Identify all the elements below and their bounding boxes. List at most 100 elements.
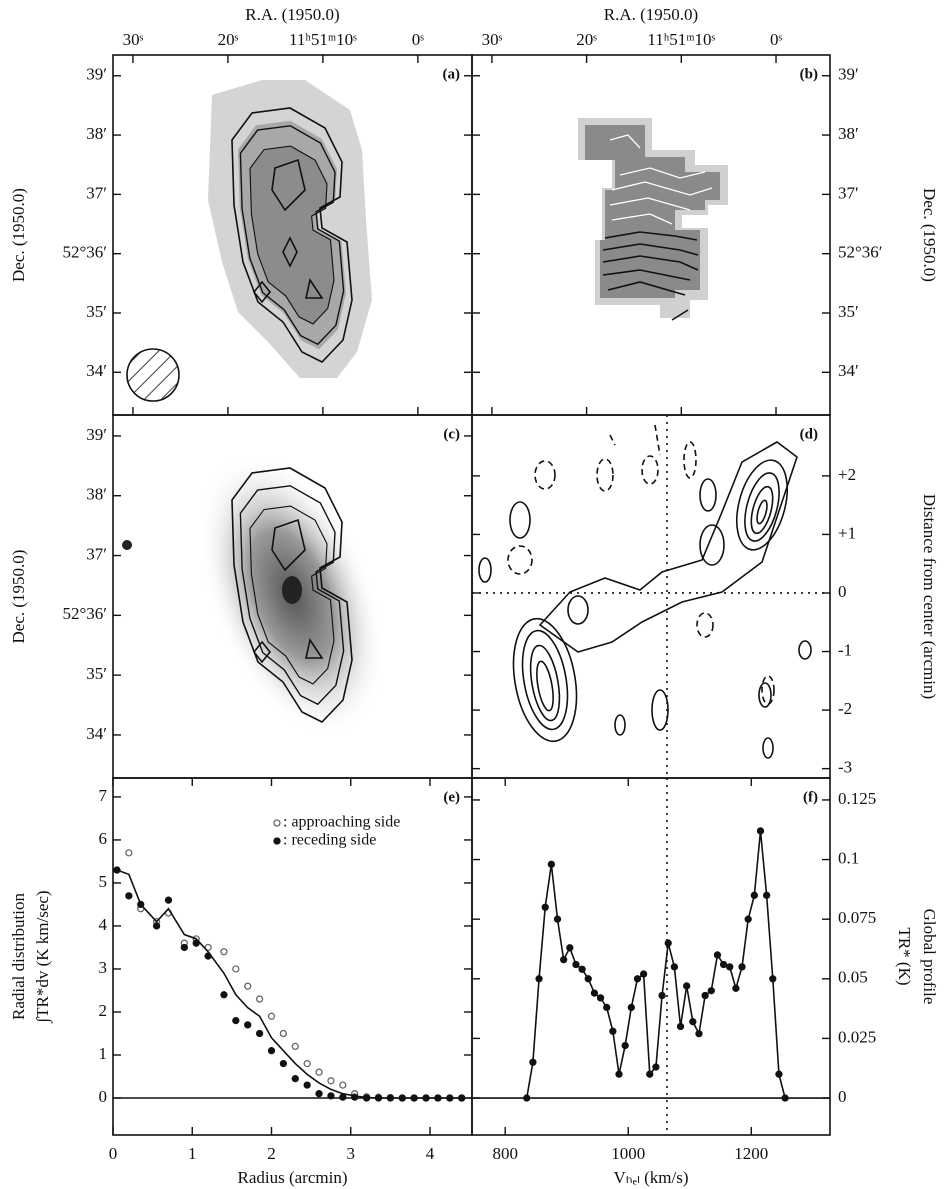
- y-tick-label: 37′: [838, 183, 859, 202]
- data-point: [713, 951, 722, 959]
- x-tick-label: 11ʰ51ᵐ10ˢ: [647, 30, 715, 49]
- optical-overlay: [122, 452, 386, 738]
- y-tick-label: 35′: [838, 302, 859, 321]
- y-tick-label: 52°36′: [62, 243, 107, 262]
- x-tick-label: 1: [188, 1144, 197, 1163]
- panel-label: (d): [800, 426, 818, 442]
- data-point: [327, 1092, 335, 1100]
- data-point: [164, 896, 173, 904]
- data-point: [615, 1070, 623, 1078]
- y-tick-label: 0: [99, 1087, 108, 1106]
- legend-label: : approaching side: [283, 814, 400, 831]
- data-point: [339, 1093, 347, 1101]
- series-line: [525, 830, 786, 1099]
- panel-frame: [471, 414, 831, 779]
- y-tick-label: 1: [99, 1044, 108, 1063]
- legend-symbol: [273, 837, 281, 845]
- y-tick-label: 0.025: [838, 1027, 876, 1046]
- data-point: [738, 963, 746, 971]
- y-tick-label: -1: [838, 640, 852, 659]
- y-axis-label: ∫TR*dv (K km/sec): [33, 890, 53, 1023]
- data-point: [646, 1070, 654, 1078]
- y-axis-label: Radial distribution: [9, 892, 28, 1020]
- y-tick-label: 6: [99, 829, 108, 848]
- data-point: [255, 995, 264, 1003]
- x-tick-label: 30ˢ: [123, 30, 144, 49]
- data-point: [279, 1059, 288, 1068]
- data-point: [726, 963, 734, 971]
- y-tick-label: 39′: [86, 425, 107, 444]
- data-point: [315, 1090, 323, 1098]
- panel-label: (a): [443, 66, 461, 82]
- y-tick-label: +1: [838, 523, 856, 542]
- y-tick-label: +2: [838, 465, 856, 484]
- data-point: [244, 1021, 252, 1029]
- pv-contours: [478, 424, 812, 759]
- y-tick-label: 3: [99, 958, 108, 977]
- x-axis-label: Radius (arcmin): [238, 1168, 348, 1187]
- data-point: [339, 1081, 347, 1089]
- x-tick-label: 4: [426, 1144, 435, 1163]
- y-tick-label: 0: [838, 582, 847, 601]
- data-point: [578, 965, 586, 973]
- y-tick-label: 38′: [86, 124, 107, 143]
- y-tick-label: 39′: [86, 65, 107, 84]
- y-tick-label: 35′: [86, 302, 107, 321]
- x-axis-label: R.A. (1950.0): [604, 5, 698, 24]
- x-tick-label: 800: [492, 1144, 518, 1163]
- panel-frame: [471, 777, 831, 1136]
- y-tick-label: 2: [99, 1001, 108, 1020]
- data-point: [584, 975, 592, 983]
- data-point: [327, 1077, 335, 1085]
- data-point: [180, 943, 188, 952]
- y-tick-label: 0.125: [838, 789, 876, 808]
- data-point: [676, 1022, 685, 1031]
- data-point: [689, 1018, 697, 1026]
- x-tick-label: 1000: [611, 1144, 645, 1163]
- y-axis-label: Global profile: [920, 909, 939, 1005]
- y-tick-label: 7: [99, 786, 108, 805]
- data-point: [232, 1016, 240, 1025]
- data-point: [244, 982, 252, 990]
- data-point: [683, 982, 691, 990]
- data-point: [652, 1063, 660, 1071]
- data-point: [701, 991, 709, 1000]
- x-tick-label: 20ˢ: [576, 30, 597, 49]
- panel-label: (f): [803, 789, 818, 805]
- data-point: [719, 960, 728, 969]
- data-point: [633, 975, 642, 983]
- legend-symbol: [273, 819, 281, 827]
- y-tick-label: 34′: [86, 361, 107, 380]
- co-map: [126, 80, 372, 402]
- x-tick-label: 11ʰ51ᵐ10ˢ: [289, 30, 357, 49]
- data-point: [621, 1041, 629, 1050]
- data-point: [267, 1047, 276, 1055]
- data-point: [707, 987, 715, 995]
- data-point: [529, 1058, 537, 1066]
- data-point: [303, 1081, 311, 1089]
- y-tick-label: 0.1: [838, 848, 859, 867]
- y-tick-label: 34′: [838, 361, 859, 380]
- x-tick-label: 0: [109, 1144, 118, 1163]
- data-point: [232, 965, 240, 973]
- x-tick-label: 3: [346, 1144, 355, 1163]
- data-point: [279, 1029, 288, 1038]
- data-point: [315, 1068, 323, 1076]
- data-point: [750, 891, 758, 899]
- y-axis-label: Dec. (1950.0): [9, 188, 28, 282]
- x-axis-label: Vₕₑₗ (km/s): [614, 1168, 689, 1187]
- y-tick-label: 39′: [838, 65, 859, 84]
- data-point: [756, 827, 765, 835]
- data-point: [255, 1029, 264, 1038]
- y-tick-label: 52°36′: [838, 243, 883, 262]
- data-point: [695, 1029, 703, 1038]
- data-point: [627, 1003, 635, 1012]
- data-point: [303, 1059, 311, 1068]
- y-tick-label: 37′: [86, 183, 107, 202]
- data-point: [267, 1012, 276, 1020]
- data-point: [152, 922, 161, 930]
- data-point: [125, 849, 133, 857]
- y-axis-label: Dec. (1950.0): [9, 550, 28, 644]
- y-tick-label: 0: [838, 1087, 847, 1106]
